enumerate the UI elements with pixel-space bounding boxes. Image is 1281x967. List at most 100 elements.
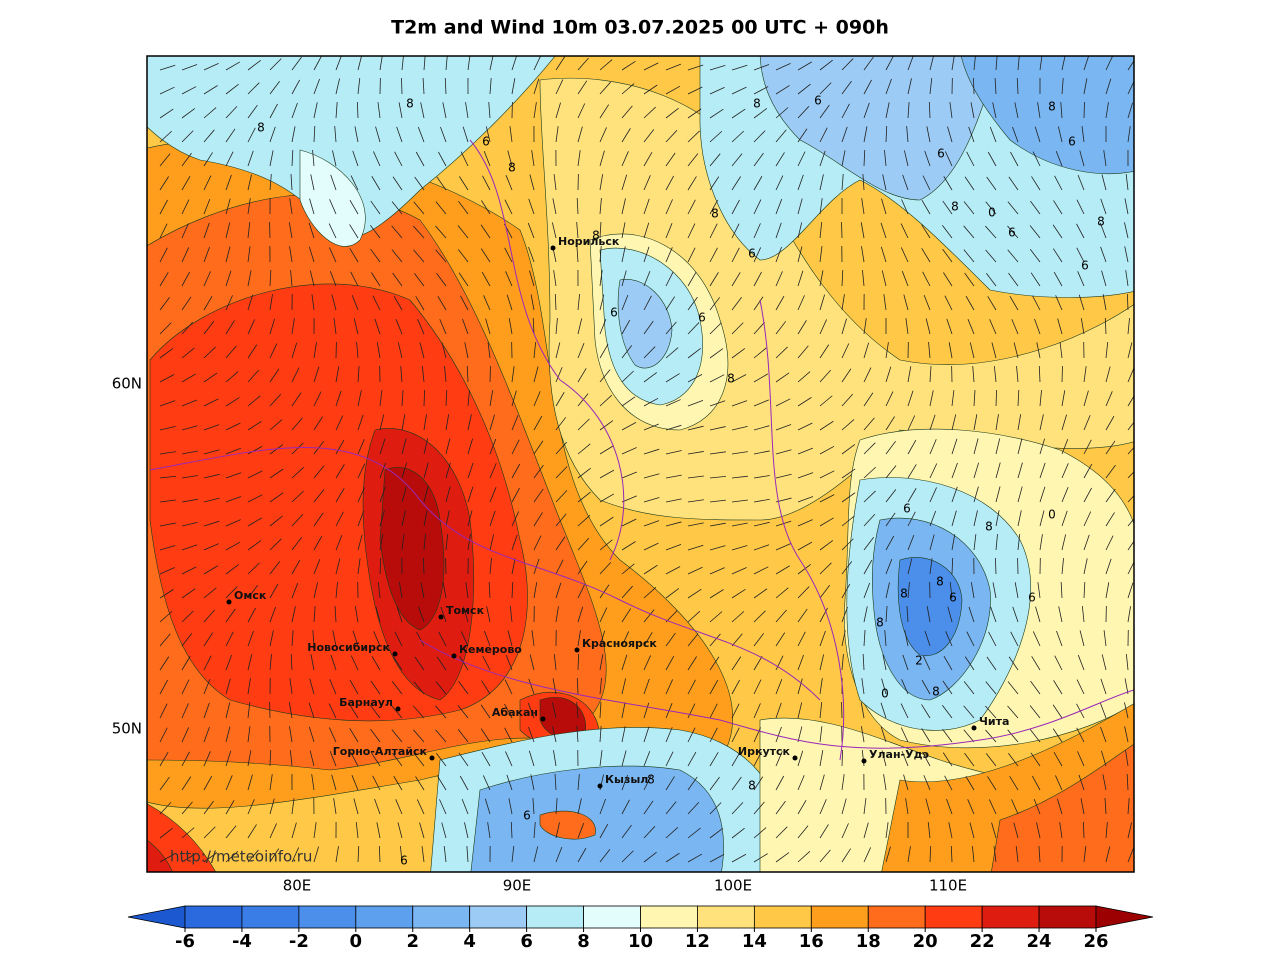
city-label: Кызыл	[605, 773, 648, 786]
contour-label: 8	[748, 779, 756, 793]
contour-label: 6	[400, 854, 408, 868]
colorbar-tick-label: -6	[175, 931, 195, 952]
city-label: Абакан	[492, 706, 538, 719]
city-label: Омск	[234, 589, 267, 602]
contour-label: 6	[748, 247, 756, 261]
contour-label: 6	[698, 311, 706, 325]
city-label: Норильск	[558, 235, 620, 248]
city-dot	[227, 600, 232, 605]
watermark: http://meteoinfo.ru	[170, 848, 312, 866]
contour-label: 8	[951, 200, 959, 214]
colorbar-tick-label: 24	[1027, 931, 1052, 952]
city-dot	[439, 615, 444, 620]
city-dot	[793, 756, 798, 761]
colorbar-bin	[754, 906, 811, 928]
colorbar-tick-label: 0	[350, 931, 363, 952]
colorbar-tick-label: -2	[289, 931, 309, 952]
contour-label: 6	[1008, 226, 1016, 240]
city-dot	[452, 654, 457, 659]
colorbar-tick-label: 12	[685, 931, 710, 952]
contour-label: 0	[881, 687, 889, 701]
colorbar-bin	[242, 906, 299, 928]
contour-label: 6	[1028, 591, 1036, 605]
city-dot	[393, 652, 398, 657]
contour-label: 6	[482, 135, 490, 149]
colorbar-tick-label: 18	[856, 931, 881, 952]
city-label: Иркутск	[738, 745, 791, 758]
colorbar-bin	[697, 906, 754, 928]
temperature-region	[470, 766, 724, 880]
lat-label: 60N	[112, 375, 142, 393]
contour-label: 6	[949, 591, 957, 605]
city-label: Чита	[979, 715, 1009, 728]
contour-label: 8	[936, 575, 944, 589]
contour-label: 6	[1068, 135, 1076, 149]
city-label: Томск	[446, 604, 485, 617]
city-label: Горно-Алтайск	[333, 745, 428, 758]
city-label: Улан-Удэ	[869, 748, 929, 761]
colorbar-over	[1096, 906, 1153, 928]
contour-label: 6	[937, 147, 945, 161]
colorbar-bin	[584, 906, 641, 928]
temperature-field	[140, 50, 1140, 880]
wind-barb	[973, 78, 974, 94]
wind-barb	[841, 222, 842, 238]
city-label: Барнаул	[339, 696, 393, 709]
colorbar-bin	[356, 906, 413, 928]
lon-label: 80E	[283, 877, 312, 895]
colorbar-bin	[925, 906, 982, 928]
wind-barb	[1062, 366, 1063, 382]
city-dot	[598, 784, 603, 789]
colorbar-bin	[811, 906, 868, 928]
title: T2m and Wind 10m 03.07.2025 00 UTC + 090…	[391, 17, 889, 39]
lat-label: 50N	[112, 720, 142, 738]
contour-label: 8	[257, 121, 265, 135]
colorbar-under	[128, 906, 185, 928]
city-dot	[972, 726, 977, 731]
contour-label: 6	[523, 809, 531, 823]
contour-label: 8	[1048, 100, 1056, 114]
contour-label: 8	[932, 685, 940, 699]
colorbar-tick-label: 6	[520, 931, 533, 952]
colorbar-bin	[527, 906, 584, 928]
colorbar-tick-label: 4	[463, 931, 476, 952]
colorbar-tick-label: -4	[232, 931, 252, 952]
colorbar-tick-label: 20	[913, 931, 938, 952]
contour-label: 8	[985, 520, 993, 534]
colorbar-tick-label: 14	[742, 931, 767, 952]
contour-label: 6	[814, 94, 822, 108]
city-dot	[541, 717, 546, 722]
contour-label: 0	[1048, 508, 1056, 522]
contour-label: 6	[903, 502, 911, 516]
contour-label: 8	[508, 161, 516, 175]
city-dot	[430, 756, 435, 761]
colorbar-bin	[982, 906, 1039, 928]
colorbar-bin	[470, 906, 527, 928]
contour-label: 6	[610, 306, 618, 320]
colorbar-bin	[413, 906, 470, 928]
city-dot	[396, 707, 401, 712]
city-label: Новосибирск	[307, 641, 390, 654]
city-dot	[862, 759, 867, 764]
contour-label: 0	[988, 206, 996, 220]
contour-label: 6	[1081, 259, 1089, 273]
colorbar-tick-label: 22	[970, 931, 995, 952]
contour-label: 8	[900, 587, 908, 601]
contour-label: 8	[727, 372, 735, 386]
contour-label: 8	[711, 207, 719, 221]
colorbar-tick-label: 26	[1083, 931, 1108, 952]
contour-label: 8	[876, 616, 884, 630]
contour-label: 8	[753, 97, 761, 111]
colorbar-tick-label: 8	[577, 931, 590, 952]
colorbar-bin	[299, 906, 356, 928]
colorbar-bin	[185, 906, 242, 928]
city-label: Красноярск	[582, 637, 657, 650]
city-dot	[575, 648, 580, 653]
contour-label: 8	[406, 97, 414, 111]
contour-label: 2	[915, 654, 923, 668]
colorbar-tick-label: 16	[799, 931, 824, 952]
contour-label: 8	[1097, 215, 1105, 229]
